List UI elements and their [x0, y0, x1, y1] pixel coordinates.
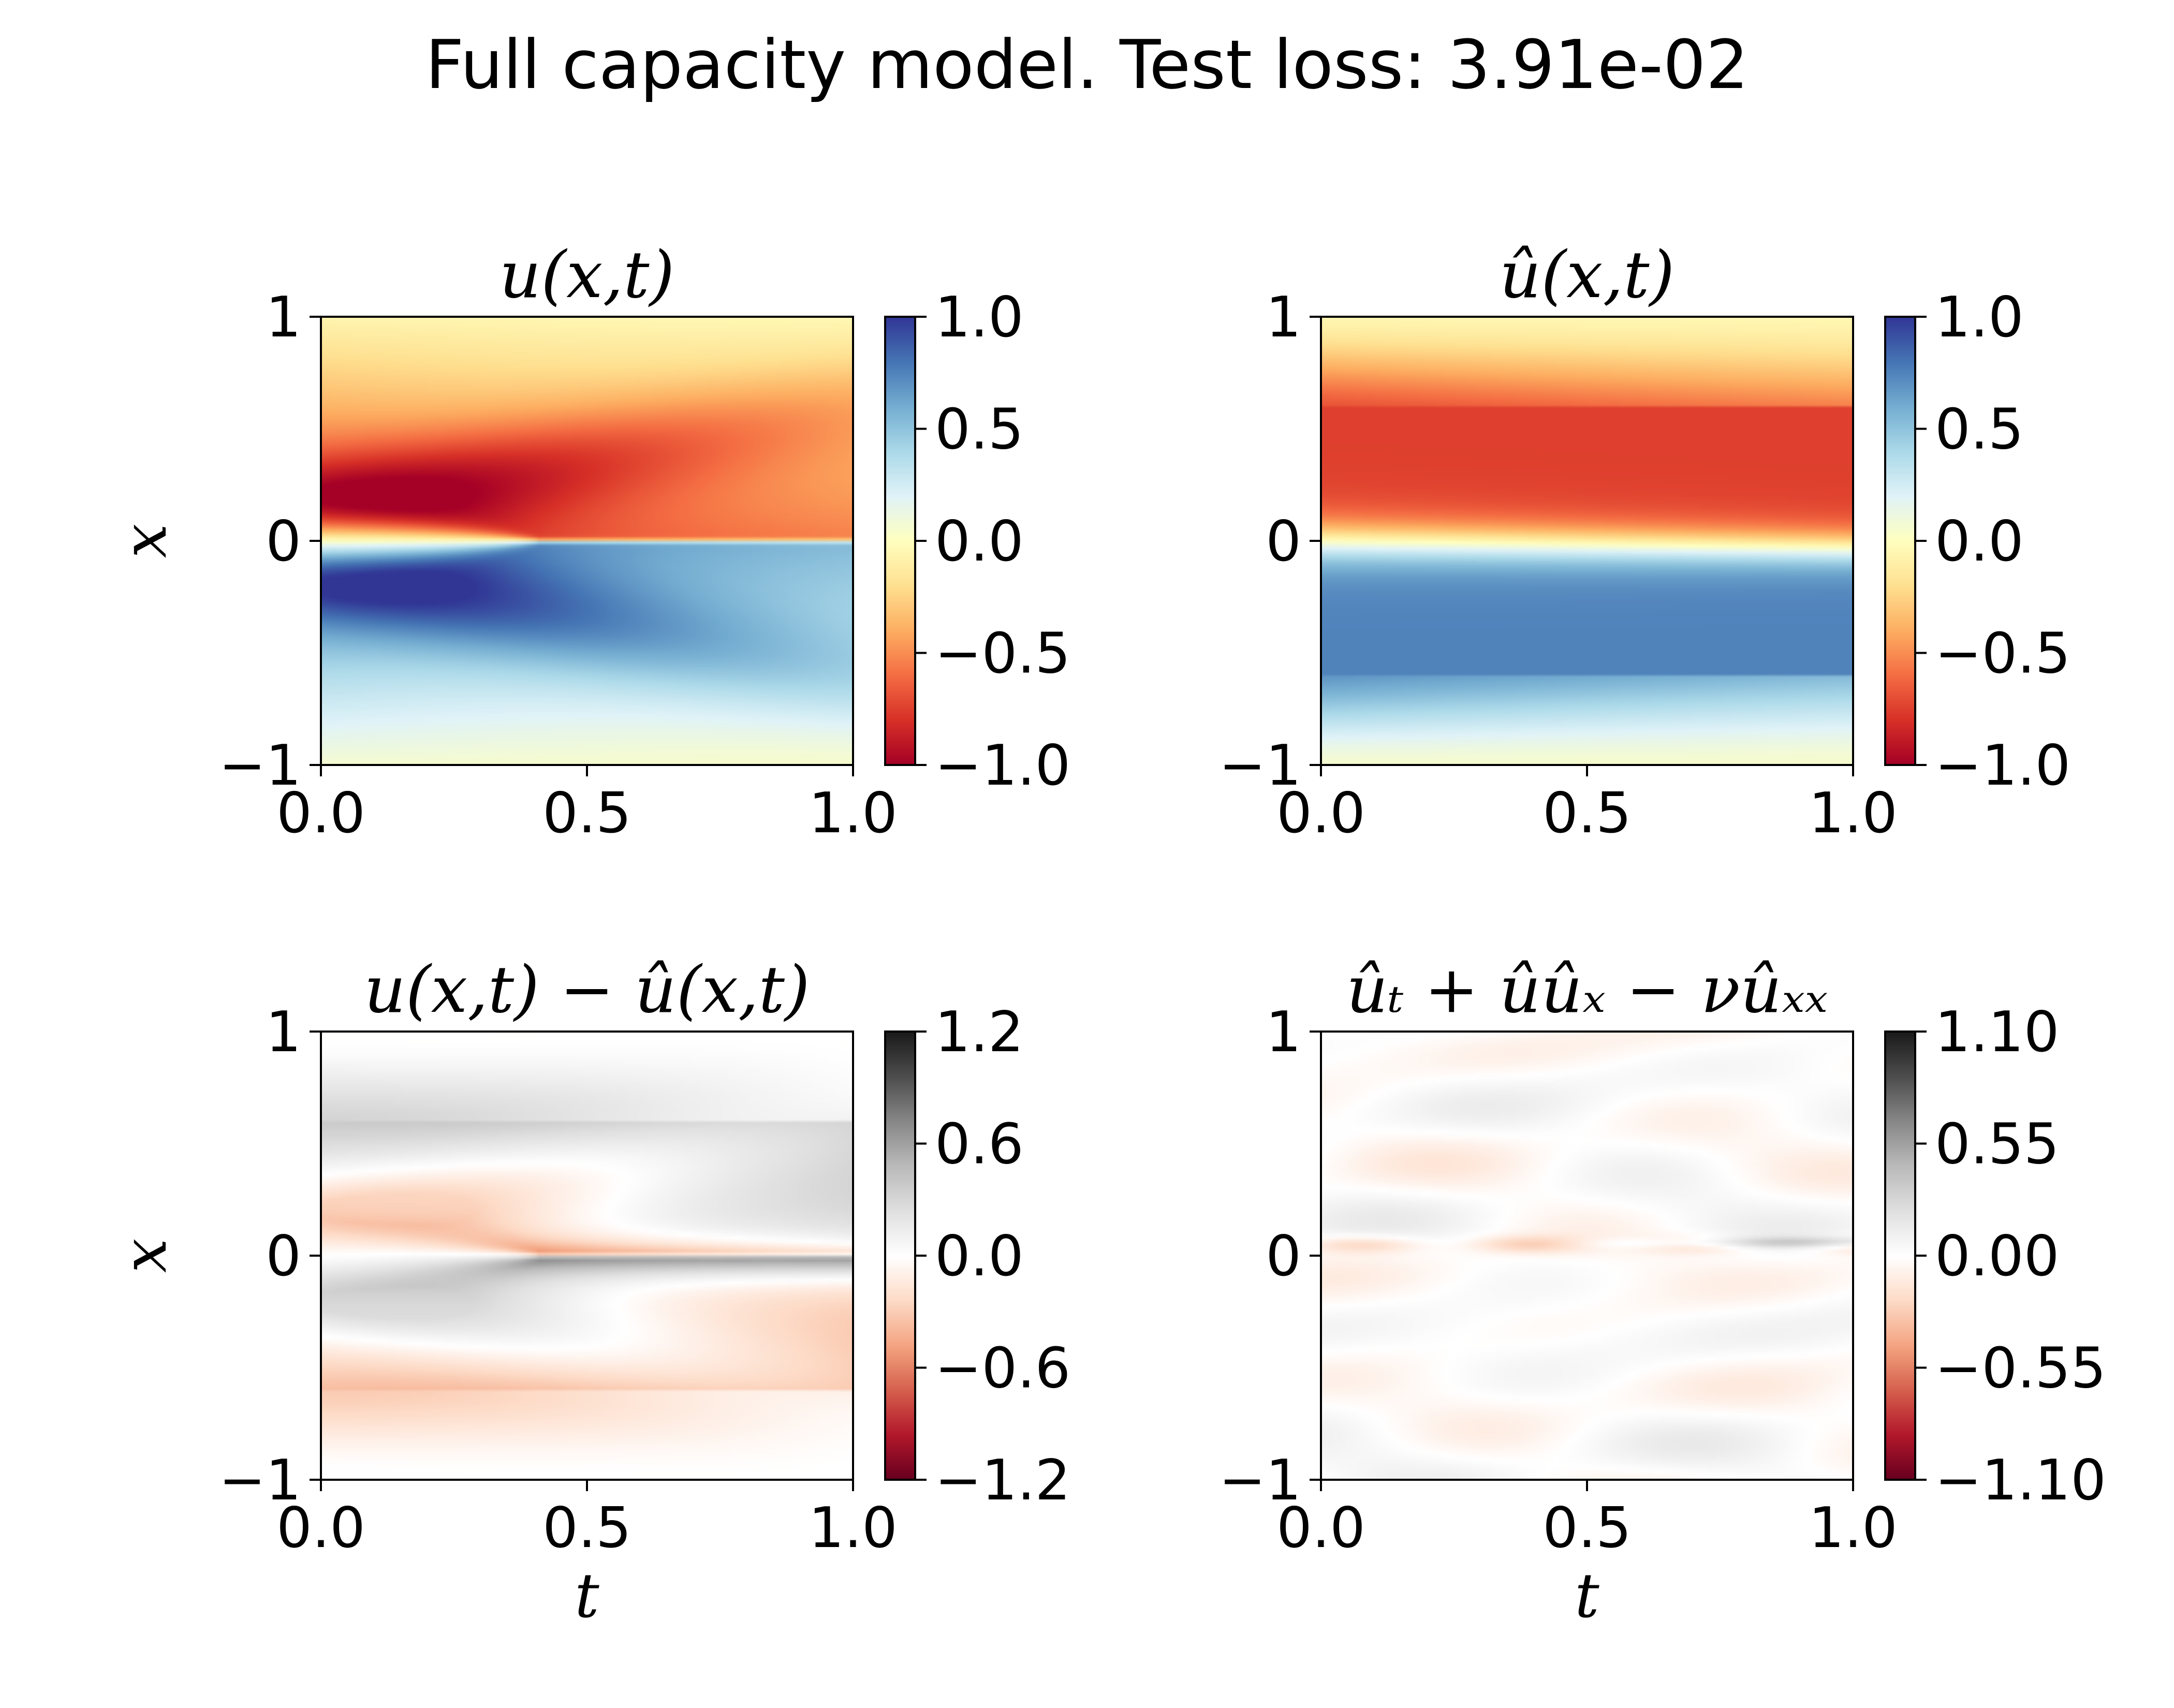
subplot-3: u(x,t) − û(x,t) 0.0 0.5 1.0 −1 0 1 x t 1.2 0.6 0.0 −… — [109, 952, 1070, 1631]
colorbar-tick-label: 1.10 — [1935, 1000, 2059, 1065]
colorbar-tick-label: −0.6 — [935, 1336, 1070, 1401]
colorbar-tick-label: 0.5 — [935, 397, 1024, 462]
x-tick-label: 1.0 — [1809, 1496, 1898, 1560]
colorbar — [885, 1032, 915, 1480]
colorbar-tick-label: −0.5 — [1935, 622, 2070, 686]
colorbar-tick-label: −0.5 — [935, 622, 1070, 686]
y-axis-label: x — [109, 524, 180, 558]
y-tick-label: −1 — [219, 1448, 301, 1513]
subplot-1: u(x,t) 0.0 0.5 1.0 −1 0 1 x 1.0 0.5 0.0 −0.5 −1.0 — [109, 238, 1070, 846]
colorbar — [885, 317, 915, 765]
y-tick-label: 1 — [1266, 1000, 1301, 1065]
y-tick-label: 0 — [266, 509, 301, 574]
x-tick-label: 0.5 — [542, 1496, 631, 1560]
heatmap-image — [1321, 317, 1853, 765]
y-tick-label: −1 — [219, 733, 301, 798]
colorbar — [1885, 317, 1915, 765]
y-tick-label: 0 — [1266, 509, 1301, 574]
colorbar-tick-label: 0.0 — [935, 1224, 1024, 1289]
heatmap-image — [1321, 1032, 1853, 1480]
colorbar-tick-label: 0.0 — [1935, 509, 2024, 574]
colorbar-tick-label: 0.6 — [935, 1112, 1024, 1177]
colorbar — [1885, 1032, 1915, 1480]
colorbar-tick-label: 1.2 — [935, 1000, 1024, 1065]
colorbar-tick-label: −1.0 — [1935, 733, 2070, 798]
y-tick-label: 0 — [266, 1224, 301, 1289]
x-tick-label: 1.0 — [809, 1496, 898, 1560]
subplot-2: û(x,t) 0.0 0.5 1.0 −1 0 1 1.0 0.5 0.0 −0.5 −1.0 — [1219, 238, 2070, 846]
subplot-title: u(x,t) — [500, 238, 675, 313]
x-tick-label: 0.0 — [276, 1496, 365, 1560]
x-tick-label: 0.0 — [276, 781, 365, 846]
colorbar-tick-label: −1.2 — [935, 1448, 1070, 1513]
heatmap-image — [321, 317, 853, 765]
x-tick-label: 0.0 — [1276, 781, 1365, 846]
subplot-title: ûₜ + ûûₓ − νûₓₓ — [1346, 952, 1828, 1027]
y-tick-label: 0 — [1266, 1224, 1301, 1289]
figure-suptitle: Full capacity model. Test loss: 3.91e-02 — [425, 25, 1749, 104]
colorbar-tick-label: −1.0 — [935, 733, 1070, 798]
x-tick-label: 1.0 — [1809, 781, 1898, 846]
colorbar-tick-label: 0.00 — [1935, 1224, 2059, 1289]
y-tick-label: 1 — [266, 1000, 301, 1065]
colorbar-tick-label: 0.55 — [1935, 1112, 2059, 1177]
y-tick-label: 1 — [1266, 285, 1301, 350]
y-tick-label: −1 — [1219, 1448, 1301, 1513]
heatmap-image — [321, 1032, 853, 1480]
y-tick-label: −1 — [1219, 733, 1301, 798]
x-tick-label: 0.5 — [1543, 1496, 1632, 1560]
y-tick-label: 1 — [266, 285, 301, 350]
x-axis-label: t — [1575, 1560, 1599, 1631]
x-tick-label: 0.0 — [1276, 1496, 1365, 1560]
y-axis-label: x — [109, 1239, 180, 1273]
x-tick-label: 0.5 — [1543, 781, 1632, 846]
subplot-title: u(x,t) − û(x,t) — [364, 952, 810, 1027]
subplot-4: ûₜ + ûûₓ − νûₓₓ 0.0 0.5 1.0 −1 0 1 t 1.10 0.55 0.0… — [1219, 952, 2106, 1631]
x-tick-label: 1.0 — [809, 781, 898, 846]
colorbar-tick-label: −1.10 — [1935, 1448, 2106, 1513]
x-tick-label: 0.5 — [542, 781, 631, 846]
x-axis-label: t — [575, 1560, 599, 1631]
subplot-title: û(x,t) — [1500, 238, 1675, 313]
colorbar-tick-label: −0.55 — [1935, 1336, 2106, 1401]
colorbar-tick-label: 0.5 — [1935, 397, 2024, 462]
colorbar-tick-label: 1.0 — [935, 285, 1024, 350]
colorbar-tick-label: 0.0 — [935, 509, 1024, 574]
colorbar-tick-label: 1.0 — [1935, 285, 2024, 350]
